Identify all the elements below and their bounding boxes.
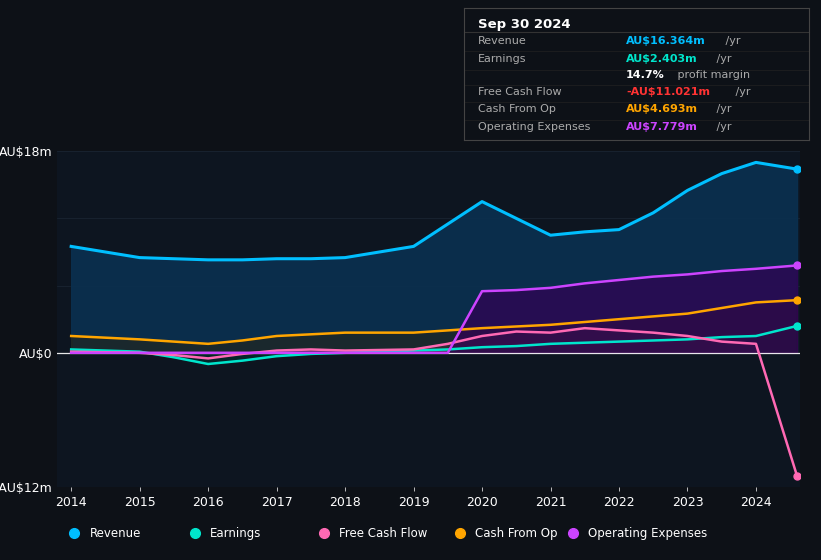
Text: Operating Expenses: Operating Expenses xyxy=(588,527,707,540)
Text: /yr: /yr xyxy=(732,87,750,97)
Text: Earnings: Earnings xyxy=(210,527,262,540)
Text: -AU$11.021m: -AU$11.021m xyxy=(626,87,710,97)
Text: Cash From Op: Cash From Op xyxy=(478,105,556,114)
Text: AU$2.403m: AU$2.403m xyxy=(626,54,698,64)
Text: Cash From Op: Cash From Op xyxy=(475,527,557,540)
Text: /yr: /yr xyxy=(713,122,732,132)
Text: Revenue: Revenue xyxy=(89,527,141,540)
Text: /yr: /yr xyxy=(713,105,732,114)
Text: profit margin: profit margin xyxy=(674,69,750,80)
Text: Revenue: Revenue xyxy=(478,36,526,46)
Text: /yr: /yr xyxy=(722,36,741,46)
Text: /yr: /yr xyxy=(713,54,732,64)
Text: AU$4.693m: AU$4.693m xyxy=(626,105,698,114)
Text: Earnings: Earnings xyxy=(478,54,526,64)
Text: Free Cash Flow: Free Cash Flow xyxy=(339,527,427,540)
Text: 14.7%: 14.7% xyxy=(626,69,665,80)
Text: Sep 30 2024: Sep 30 2024 xyxy=(478,17,571,31)
Text: AU$16.364m: AU$16.364m xyxy=(626,36,706,46)
Text: Operating Expenses: Operating Expenses xyxy=(478,122,590,132)
Text: AU$7.779m: AU$7.779m xyxy=(626,122,698,132)
Text: Free Cash Flow: Free Cash Flow xyxy=(478,87,562,97)
